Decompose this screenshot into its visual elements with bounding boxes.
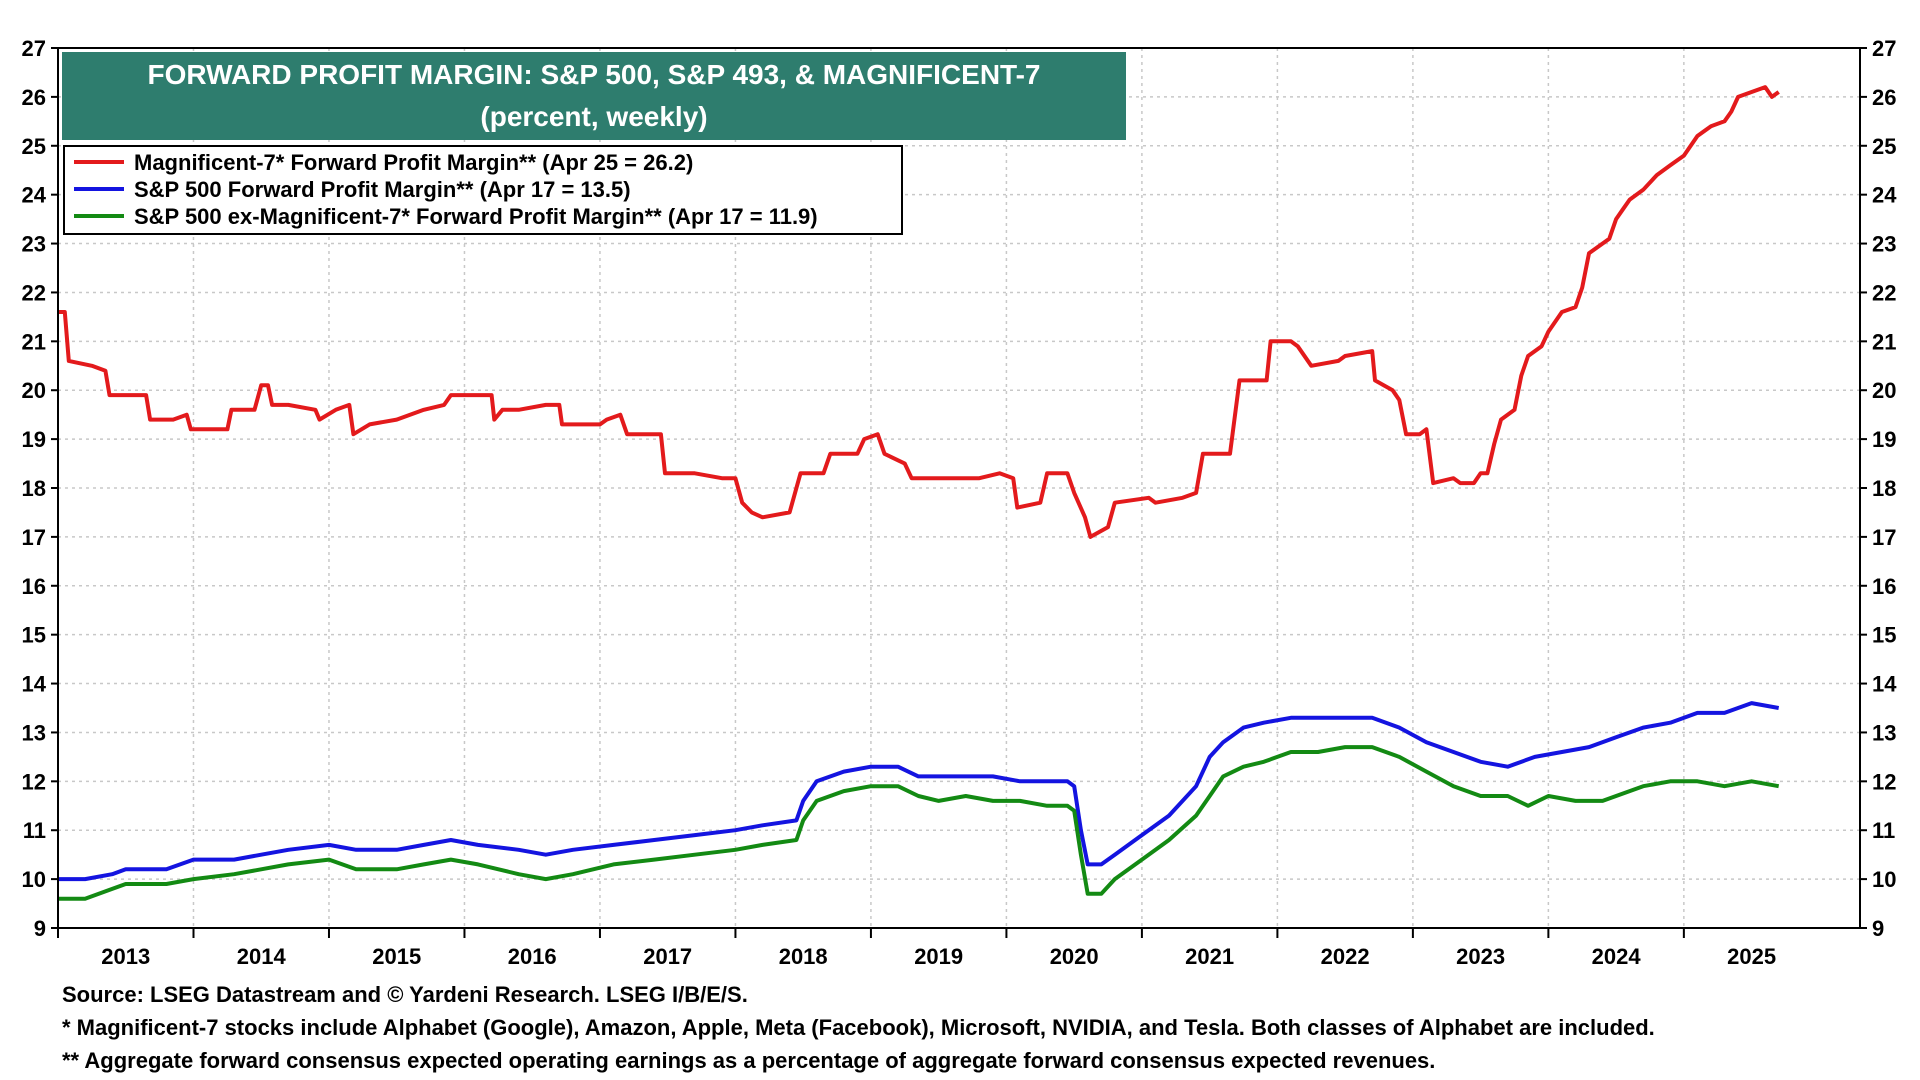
y-tick-label-left: 16 <box>22 574 46 599</box>
y-tick-label-right: 12 <box>1872 769 1896 794</box>
x-tick-label: 2025 <box>1727 944 1776 969</box>
y-tick-label-right: 14 <box>1872 672 1897 697</box>
chart-title: FORWARD PROFIT MARGIN: S&P 500, S&P 493,… <box>147 59 1040 90</box>
footnote-mag7-definition: * Magnificent-7 stocks include Alphabet … <box>62 1015 1655 1040</box>
x-tick-label: 2020 <box>1050 944 1099 969</box>
y-tick-label-left: 24 <box>22 183 47 208</box>
x-tick-label: 2013 <box>101 944 150 969</box>
legend-label-sp493: S&P 500 ex-Magnificent-7* Forward Profit… <box>134 204 818 229</box>
legend-label-mag7: Magnificent-7* Forward Profit Margin** (… <box>134 150 693 175</box>
y-tick-label-left: 11 <box>23 818 46 843</box>
y-tick-label-left: 14 <box>22 672 47 697</box>
series-line-sp493 <box>58 745 1780 901</box>
y-tick-label-right: 24 <box>1872 183 1897 208</box>
y-tick-label-left: 19 <box>22 427 46 452</box>
y-tick-label-right: 15 <box>1872 623 1896 648</box>
source-note: Source: LSEG Datastream and © Yardeni Re… <box>62 982 748 1007</box>
x-tick-label: 2024 <box>1592 944 1642 969</box>
y-tick-label-right: 19 <box>1872 427 1896 452</box>
y-tick-label-right: 20 <box>1872 378 1896 403</box>
y-tick-label-left: 20 <box>22 378 46 403</box>
x-tick-label: 2016 <box>508 944 557 969</box>
y-tick-label-right: 22 <box>1872 280 1896 305</box>
y-tick-label-right: 17 <box>1872 525 1896 550</box>
footnote-margin-definition: ** Aggregate forward consensus expected … <box>62 1048 1436 1073</box>
x-tick-label: 2014 <box>237 944 287 969</box>
y-tick-label-right: 10 <box>1872 867 1896 892</box>
chart-subtitle: (percent, weekly) <box>480 101 707 132</box>
y-tick-label-right: 21 <box>1872 329 1896 354</box>
y-tick-label-left: 18 <box>22 476 46 501</box>
x-tick-label: 2022 <box>1321 944 1370 969</box>
series-lines <box>58 85 1780 901</box>
legend: Magnificent-7* Forward Profit Margin** (… <box>63 145 903 235</box>
x-tick-label: 2018 <box>779 944 828 969</box>
y-tick-label-left: 9 <box>34 916 46 941</box>
y-tick-label-right: 18 <box>1872 476 1896 501</box>
y-tick-label-right: 25 <box>1872 134 1896 159</box>
y-tick-label-left: 12 <box>22 769 46 794</box>
x-tick-label: 2021 <box>1185 944 1234 969</box>
y-tick-label-right: 9 <box>1872 916 1884 941</box>
y-tick-label-right: 11 <box>1872 818 1895 843</box>
y-axis-left: 9 10 11 12 13 14 15 16 17 18 19 20 21 22 23 24 25 26 27 <box>22 36 1867 941</box>
y-tick-label-left: 26 <box>22 85 46 110</box>
y-tick-label-left: 21 <box>22 329 46 354</box>
series-line-mag7 <box>58 85 1780 539</box>
y-tick-label-right: 27 <box>1872 36 1896 61</box>
x-tick-label: 2015 <box>372 944 421 969</box>
x-tick-label: 2017 <box>643 944 692 969</box>
y-tick-label-right: 23 <box>1872 232 1896 257</box>
title-box: FORWARD PROFIT MARGIN: S&P 500, S&P 493,… <box>62 52 1126 140</box>
y-tick-label-left: 17 <box>22 525 46 550</box>
y-tick-label-left: 15 <box>22 623 46 648</box>
y-tick-label-left: 25 <box>22 134 46 159</box>
y-tick-label-left: 23 <box>22 232 46 257</box>
y-tick-label-right: 26 <box>1872 85 1896 110</box>
y-tick-label-right: 13 <box>1872 720 1896 745</box>
y-tick-label-left: 22 <box>22 280 46 305</box>
y-tick-label-left: 13 <box>22 720 46 745</box>
y-tick-label-left: 27 <box>22 36 46 61</box>
y-tick-label-right: 16 <box>1872 574 1896 599</box>
x-tick-label: 2023 <box>1456 944 1505 969</box>
y-tick-label-left: 10 <box>22 867 46 892</box>
x-axis: 2013 2014 2015 2016 2017 2018 2019 2020 2021 2022… <box>57 928 1776 969</box>
y-axis-right: 9 10 11 12 13 14 15 16 17 18 19 20 21 22 23 24 25 26 27 <box>1872 36 1897 941</box>
x-tick-label: 2019 <box>914 944 963 969</box>
legend-label-sp500: S&P 500 Forward Profit Margin** (Apr 17 … <box>134 177 631 202</box>
plot-frame <box>57 47 1861 929</box>
series-line-sp500 <box>58 701 1780 882</box>
